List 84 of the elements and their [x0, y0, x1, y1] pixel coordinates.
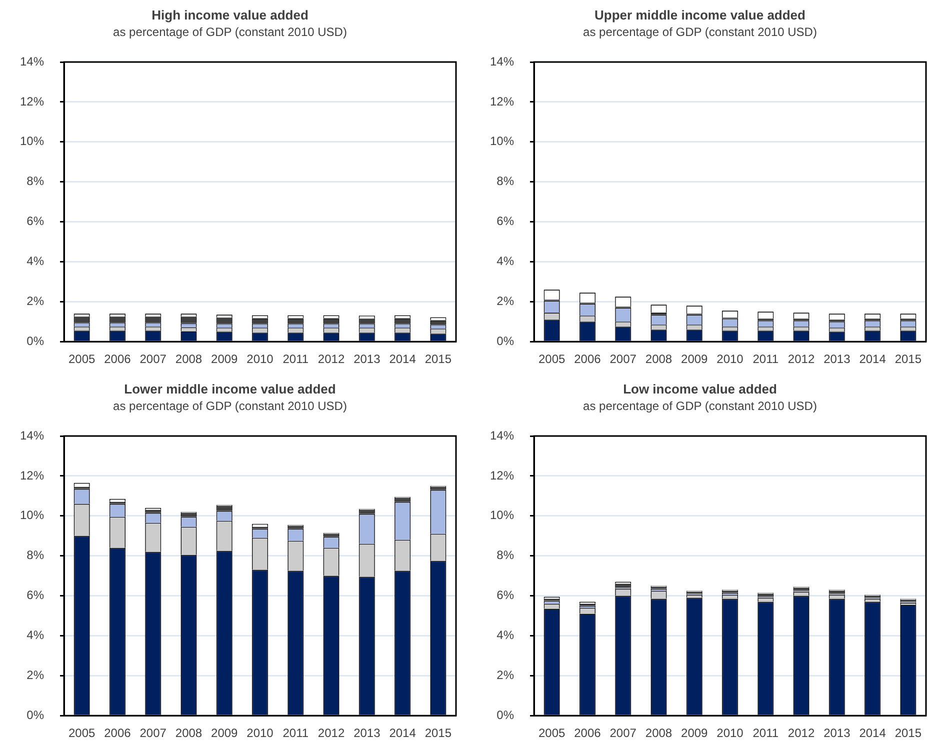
y-tick-label: 4%	[496, 254, 514, 268]
chart-subtitle: as percentage of GDP (constant 2010 USD)	[113, 399, 347, 414]
x-tick-label: 2009	[211, 352, 238, 366]
y-tick-label: 2%	[496, 668, 514, 682]
x-tick-label: 2010	[716, 352, 744, 366]
y-tick-label: 2%	[26, 668, 44, 682]
x-tick-label: 2012	[788, 726, 815, 740]
x-tick-label: 2015	[894, 726, 922, 740]
y-tick-label: 0%	[26, 334, 44, 348]
y-tick-label: 2%	[26, 294, 44, 308]
x-tick-label: 2011	[282, 352, 309, 366]
x-tick-label: 2005	[538, 726, 566, 740]
y-tick-label: 12%	[490, 94, 514, 108]
x-tick-label: 2008	[175, 352, 202, 366]
y-tick-label: 6%	[26, 214, 44, 228]
y-tick-label: 4%	[496, 628, 514, 642]
y-tick-label: 12%	[20, 94, 44, 108]
x-tick-label: 2015	[894, 352, 922, 366]
y-tick-label: 8%	[26, 174, 44, 188]
y-tick-label: 4%	[26, 254, 44, 268]
x-tick-label: 2009	[681, 352, 708, 366]
x-tick-label: 2015	[424, 726, 452, 740]
y-tick-label: 12%	[490, 468, 514, 482]
x-tick-label: 2014	[859, 352, 886, 366]
x-tick-label: 2014	[389, 726, 416, 740]
y-tick-label: 14%	[20, 428, 44, 442]
y-tick-label: 2%	[496, 294, 514, 308]
y-tick-label: 10%	[490, 134, 514, 148]
y-tick-label: 8%	[26, 548, 44, 562]
x-tick-label: 2013	[354, 726, 381, 740]
y-tick-label: 10%	[490, 508, 514, 522]
y-tick-label: 10%	[20, 134, 44, 148]
x-tick-label: 2007	[610, 352, 637, 366]
x-tick-label: 2007	[140, 352, 167, 366]
x-tick-label: 2014	[389, 352, 416, 366]
y-tick-label: 6%	[496, 214, 514, 228]
x-tick-label: 2011	[752, 726, 779, 740]
x-tick-label: 2009	[681, 726, 708, 740]
y-tick-label: 12%	[20, 468, 44, 482]
chart-subtitle: as percentage of GDP (constant 2010 USD)	[113, 25, 347, 40]
x-tick-label: 2005	[538, 352, 566, 366]
y-tick-label: 0%	[26, 708, 44, 722]
x-tick-label: 2006	[104, 726, 132, 740]
y-tick-label: 0%	[496, 708, 514, 722]
x-tick-label: 2015	[424, 352, 452, 366]
x-tick-label: 2006	[574, 726, 602, 740]
y-tick-label: 10%	[20, 508, 44, 522]
y-tick-label: 0%	[496, 334, 514, 348]
x-tick-label: 2012	[318, 726, 345, 740]
y-tick-label: 8%	[496, 174, 514, 188]
x-tick-label: 2010	[246, 352, 274, 366]
chart-subtitle: as percentage of GDP (constant 2010 USD)	[583, 399, 817, 414]
chart-subtitle: as percentage of GDP (constant 2010 USD)	[583, 25, 817, 40]
x-tick-label: 2006	[104, 352, 132, 366]
x-tick-label: 2012	[318, 352, 345, 366]
y-tick-label: 6%	[496, 588, 514, 602]
y-tick-label: 14%	[490, 54, 514, 68]
x-tick-label: 2012	[788, 352, 815, 366]
x-tick-label: 2008	[645, 726, 672, 740]
x-tick-label: 2005	[68, 726, 96, 740]
x-tick-label: 2005	[68, 352, 96, 366]
x-tick-label: 2011	[282, 726, 309, 740]
x-tick-label: 2013	[824, 352, 851, 366]
x-tick-label: 2013	[354, 352, 381, 366]
chart-title: Low income value added	[623, 381, 777, 396]
chart-title: Lower middle income value added	[124, 381, 336, 396]
x-tick-label: 2011	[752, 352, 779, 366]
chart-title: Upper middle income value added	[594, 7, 806, 22]
x-tick-label: 2010	[246, 726, 274, 740]
x-tick-label: 2010	[716, 726, 744, 740]
x-tick-label: 2007	[140, 726, 167, 740]
y-tick-label: 6%	[26, 588, 44, 602]
y-tick-label: 4%	[26, 628, 44, 642]
x-tick-label: 2014	[859, 726, 886, 740]
x-tick-label: 2009	[211, 726, 238, 740]
y-tick-label: 8%	[496, 548, 514, 562]
x-tick-label: 2013	[824, 726, 851, 740]
y-tick-label: 14%	[20, 54, 44, 68]
x-tick-label: 2007	[610, 726, 637, 740]
x-tick-label: 2008	[175, 726, 202, 740]
chart-title: High income value added	[152, 7, 308, 22]
x-tick-label: 2008	[645, 352, 672, 366]
y-tick-label: 14%	[490, 428, 514, 442]
x-tick-label: 2006	[574, 352, 602, 366]
